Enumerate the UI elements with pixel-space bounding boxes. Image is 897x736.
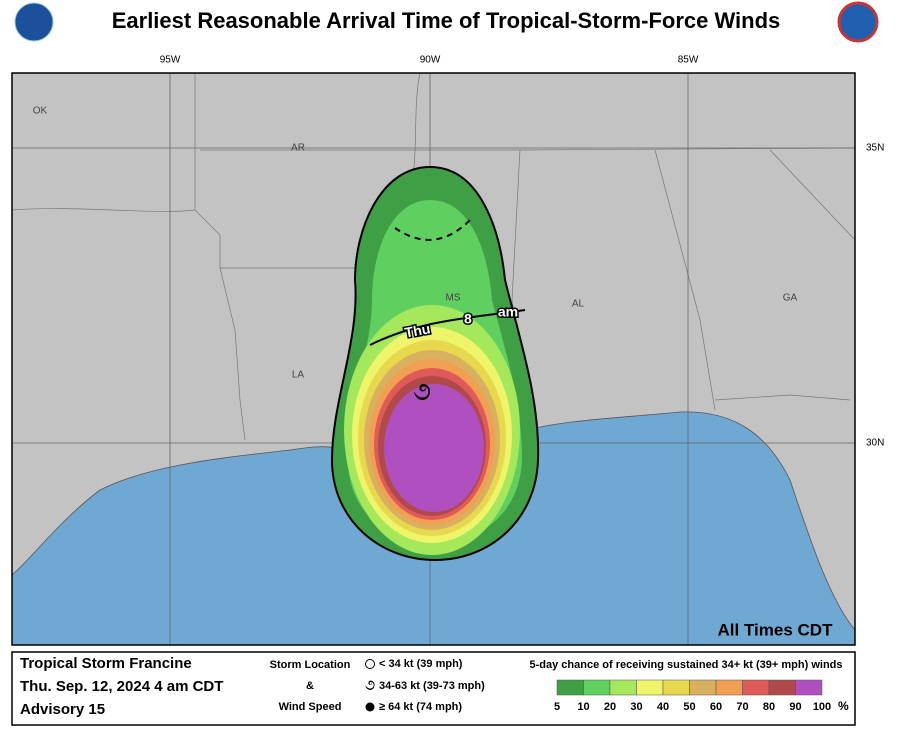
state-label: AL [572,299,585,310]
legend-swatch [556,679,584,696]
title: Earliest Reasonable Arrival Time of Trop… [112,8,781,33]
legend-swatch [689,679,717,696]
key-title: & [306,680,314,692]
key-symbol: ૭ [365,677,375,694]
legend-swatch [636,679,664,696]
arrival-label: Thu 8 am [402,302,520,342]
map-labels: 95W 90W 85W 35N 30N OK AR LA MS AL GA [33,55,885,449]
key-item: < 34 kt (39 mph) [379,658,463,670]
legend-tick: 100 [813,701,831,713]
arrival-ampm: am [498,304,518,320]
legend-tick: 40 [657,701,669,713]
key-item: ≥ 64 kt (74 mph) [379,701,462,713]
longitude-label: 90W [420,55,441,66]
state-label: LA [292,370,305,381]
legend-tick: 80 [763,701,775,713]
legend-swatch [795,679,823,696]
storm-date: Thu. Sep. 12, 2024 4 am CDT [20,678,223,695]
map-frame [11,72,856,646]
legend-unit: % [838,699,849,713]
nws-logo [837,1,879,43]
noaa-logo [14,2,54,42]
advisory: Advisory 15 [20,701,105,718]
legend-title: 5-day chance of receiving sustained 34+ … [530,659,843,671]
longitude-label: 85W [678,55,699,66]
storm-symbol: ૭ [413,376,431,406]
state-label: OK [33,106,48,117]
legend-tick: 90 [789,701,801,713]
legend-swatch [768,679,796,696]
legend-swatch [742,679,770,696]
legend-tick: 70 [736,701,748,713]
latitude-label: 30N [866,438,884,449]
key-symbol [365,659,375,669]
legend-swatch [583,679,611,696]
legend-tick: 5 [554,701,560,713]
legend-tick: 60 [710,701,722,713]
storm-name: Tropical Storm Francine [20,655,192,672]
legend-swatch [715,679,743,696]
key-item: 34-63 kt (39-73 mph) [379,680,485,692]
state-label: MS [446,293,461,304]
legend-swatch [609,679,637,696]
probability-swath [330,165,540,562]
legend-tick: 50 [683,701,695,713]
time-note: All Times CDT [718,620,834,639]
arrival-hour: 8 [464,311,472,327]
state-label: GA [783,293,798,304]
key-title: Storm Location [270,659,351,671]
legend-tick: 30 [630,701,642,713]
map: ૭ Thu 8 am All Times CDT [11,72,856,646]
legend: 5 10 20 30 40 50 60 70 80 90 100% [554,679,849,713]
arrival-day: Thu [403,320,431,340]
longitude-label: 95W [160,55,181,66]
latitude-label: 35N [866,143,884,154]
key-symbol [365,702,375,712]
key-title: Wind Speed [279,701,342,713]
legend-tick: 20 [604,701,616,713]
state-label: AR [291,143,305,154]
legend-swatch [662,679,690,696]
legend-tick: 10 [577,701,589,713]
